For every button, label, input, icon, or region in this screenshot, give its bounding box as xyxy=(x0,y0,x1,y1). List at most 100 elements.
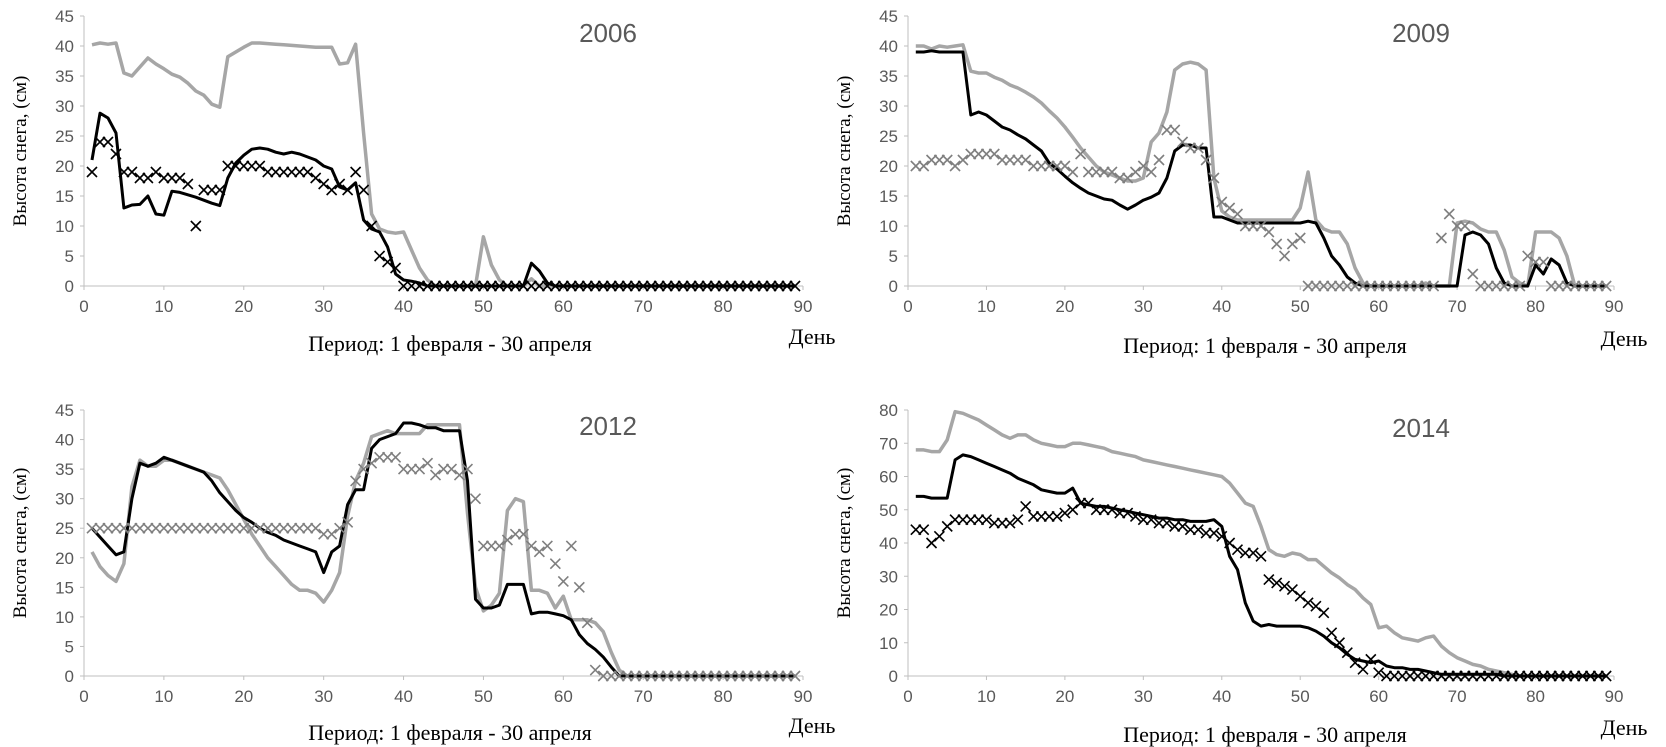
y-tick-label: 40 xyxy=(879,534,898,553)
data-point-marker xyxy=(1482,280,1495,292)
data-point-marker xyxy=(1145,514,1157,526)
data-point-marker xyxy=(270,166,282,178)
data-point-marker xyxy=(126,166,138,178)
data-point-marker xyxy=(1153,517,1165,529)
data-point-marker xyxy=(597,670,609,682)
y-tick-label: 80 xyxy=(879,401,898,420)
data-point-marker xyxy=(230,160,242,172)
data-point-marker xyxy=(334,178,346,190)
data-point-marker xyxy=(781,280,793,292)
data-point-marker xyxy=(605,280,617,292)
data-point-marker xyxy=(1459,220,1471,232)
data-point-marker xyxy=(1176,520,1189,532)
data-point-marker xyxy=(741,280,753,292)
y-tick-label: 20 xyxy=(879,157,898,176)
x-tick-label: 30 xyxy=(314,687,333,706)
data-point-marker xyxy=(661,280,673,292)
data-point-marker xyxy=(1255,220,1267,232)
data-point-marker xyxy=(390,451,402,463)
x-tick-label: 60 xyxy=(554,297,573,316)
series-line-gray xyxy=(915,43,1607,288)
data-point-marker xyxy=(358,184,370,196)
data-point-marker xyxy=(286,522,298,534)
data-point-marker xyxy=(525,540,537,552)
series-line-black xyxy=(915,453,1607,678)
data-point-marker xyxy=(1357,663,1369,675)
data-point-marker xyxy=(150,522,162,534)
data-point-marker xyxy=(421,280,434,292)
data-point-marker xyxy=(557,280,569,292)
data-point-marker xyxy=(453,469,466,481)
data-point-marker xyxy=(142,522,154,534)
data-point-marker xyxy=(1286,238,1298,250)
y-tick-label: 0 xyxy=(65,667,74,686)
data-point-marker xyxy=(421,457,434,469)
data-point-marker xyxy=(957,154,969,166)
y-tick-label: 30 xyxy=(55,97,74,116)
data-point-marker xyxy=(342,184,354,196)
data-point-marker xyxy=(326,528,338,540)
data-point-marker xyxy=(1318,280,1330,292)
x-tick-label: 0 xyxy=(79,297,88,316)
y-tick-label: 70 xyxy=(879,434,898,453)
data-point-marker xyxy=(1043,160,1055,172)
data-point-marker xyxy=(254,522,266,534)
data-point-marker xyxy=(1561,670,1573,682)
y-tick-label: 50 xyxy=(879,501,898,520)
data-point-marker xyxy=(102,522,114,534)
data-point-marker xyxy=(933,530,945,542)
data-point-marker xyxy=(102,136,114,148)
data-point-marker xyxy=(1153,154,1165,166)
y-tick-label: 35 xyxy=(879,67,898,86)
chart-title: 2006 xyxy=(579,18,637,48)
data-point-marker xyxy=(1600,670,1612,682)
data-point-marker xyxy=(1137,514,1149,526)
data-point-marker xyxy=(980,514,993,526)
data-point-marker xyxy=(469,280,482,292)
data-point-marker xyxy=(1286,583,1298,596)
data-point-marker xyxy=(350,166,362,178)
data-point-marker xyxy=(733,280,745,292)
data-point-marker xyxy=(1380,280,1393,292)
y-tick-label: 25 xyxy=(55,519,74,538)
data-point-marker xyxy=(1545,280,1557,292)
data-point-marker xyxy=(533,546,545,558)
data-point-marker xyxy=(669,280,681,292)
data-point-marker xyxy=(302,166,314,178)
data-point-marker xyxy=(86,166,98,178)
data-point-marker xyxy=(318,528,330,540)
data-point-marker xyxy=(453,280,466,292)
x-tick-label: 70 xyxy=(1448,297,1467,316)
data-point-marker xyxy=(749,670,761,682)
data-point-marker xyxy=(1553,280,1565,292)
data-point-marker xyxy=(1451,220,1463,232)
data-point-marker xyxy=(1278,580,1291,592)
data-point-marker xyxy=(1506,280,1518,292)
chart-panel-2014: 0 10 20 30 40 50 60 70 80 0 10 20 30 40 50 60 70 80 90 2014… xyxy=(834,401,1647,747)
data-point-marker xyxy=(1357,280,1369,292)
y-tick-label: 60 xyxy=(879,468,898,487)
data-point-marker xyxy=(1388,670,1400,682)
data-point-marker xyxy=(1082,166,1094,178)
data-point-marker xyxy=(693,670,705,682)
x-tick-label: 50 xyxy=(474,297,493,316)
data-point-marker xyxy=(198,184,210,196)
data-point-marker xyxy=(1098,166,1110,178)
x-tick-label: 60 xyxy=(1369,687,1388,706)
data-point-marker xyxy=(685,280,697,292)
data-point-marker xyxy=(206,522,218,534)
data-point-marker xyxy=(589,664,601,676)
x-tick-label: 90 xyxy=(794,297,813,316)
data-point-marker xyxy=(1310,280,1322,292)
data-point-marker xyxy=(1129,510,1142,522)
data-point-marker xyxy=(501,534,513,546)
data-point-marker xyxy=(597,280,609,292)
data-point-marker xyxy=(246,522,258,534)
data-point-marker xyxy=(1075,497,1087,509)
data-point-marker xyxy=(262,166,274,178)
data-point-marker xyxy=(717,670,729,682)
data-point-marker xyxy=(1184,524,1196,536)
data-point-marker xyxy=(1106,166,1118,178)
x-axis-label: Период: 1 февраля - 30 апреля xyxy=(1123,722,1407,747)
data-point-marker xyxy=(1294,232,1306,244)
